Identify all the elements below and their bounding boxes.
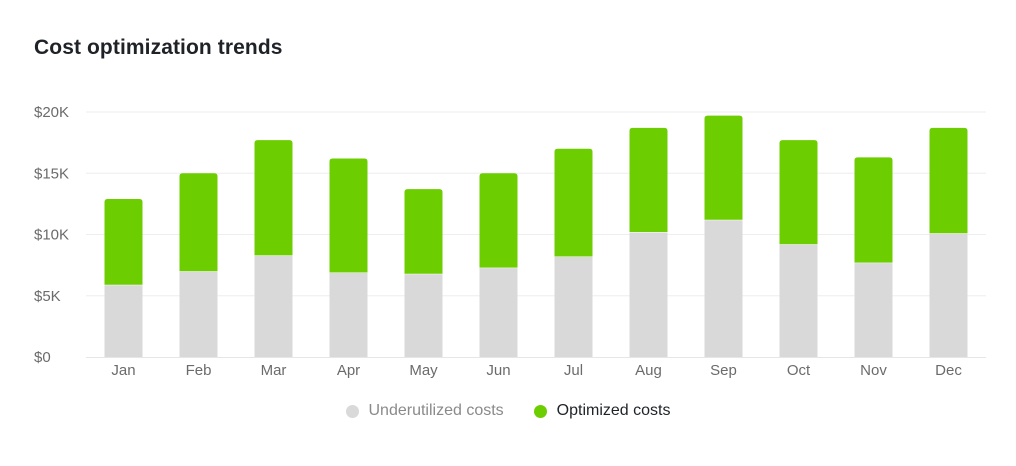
legend-item-optimized-costs[interactable]: Optimized costs (533, 402, 671, 420)
chart-title: Cost optimization trends (34, 36, 283, 59)
bar-underutilized-costs (404, 273, 443, 357)
bar-optimized-costs (854, 157, 893, 263)
bar-optimized-costs (629, 127, 668, 233)
bar-optimized-costs (404, 189, 443, 274)
chart-plot: $0 $5K $10K $15K $20K Jan Feb Mar Apr May Jun Jul Au… (34, 104, 986, 379)
bar-underutilized-costs (854, 262, 893, 357)
bar-underutilized-costs (554, 256, 593, 357)
bar-underutilized-costs (104, 284, 143, 357)
x-tick-label: Nov (860, 362, 887, 379)
bar-underutilized-costs (254, 255, 293, 357)
x-tick-label: Feb (186, 362, 212, 379)
y-tick-label: $5K (34, 288, 61, 305)
bar-optimized-costs (554, 148, 593, 257)
bar-underutilized-costs (629, 232, 668, 357)
bar-underutilized-costs (929, 233, 968, 357)
y-tick-label: $0 (34, 349, 51, 366)
x-tick-label: Aug (635, 362, 662, 379)
y-tick-label: $10K (34, 227, 69, 244)
x-tick-label: Jan (111, 362, 135, 379)
x-tick-label: Mar (261, 362, 287, 379)
chart-legend: Underutilized costs Optimized costs (0, 402, 1016, 420)
x-tick-label: May (409, 362, 438, 379)
bar-underutilized-costs (329, 272, 368, 357)
x-tick-label: Dec (935, 362, 962, 379)
bar-optimized-costs (254, 140, 293, 256)
x-tick-label: Apr (337, 362, 360, 379)
legend-swatch-icon (345, 404, 359, 418)
bar-optimized-costs (104, 198, 143, 285)
bar-optimized-costs (704, 115, 743, 220)
x-tick-label: Jun (486, 362, 510, 379)
bar-underutilized-costs (779, 244, 818, 357)
bar-optimized-costs (179, 173, 218, 272)
y-tick-label: $15K (34, 165, 69, 182)
legend-label: Optimized costs (556, 402, 671, 419)
x-tick-label: Oct (787, 362, 811, 379)
bar-underutilized-costs (479, 267, 518, 357)
bar-optimized-costs (479, 173, 518, 268)
legend-swatch-icon (533, 404, 547, 418)
bar-optimized-costs (929, 127, 968, 234)
legend-item-underutilized-costs[interactable]: Underutilized costs (345, 402, 504, 420)
bar-optimized-costs (329, 158, 368, 273)
x-tick-label: Jul (564, 362, 583, 379)
bar-underutilized-costs (179, 271, 218, 357)
bar-underutilized-costs (704, 219, 743, 357)
y-tick-label: $20K (34, 104, 69, 121)
bar-optimized-costs (779, 140, 818, 245)
x-tick-label: Sep (710, 362, 737, 379)
legend-label: Underutilized costs (368, 402, 504, 419)
